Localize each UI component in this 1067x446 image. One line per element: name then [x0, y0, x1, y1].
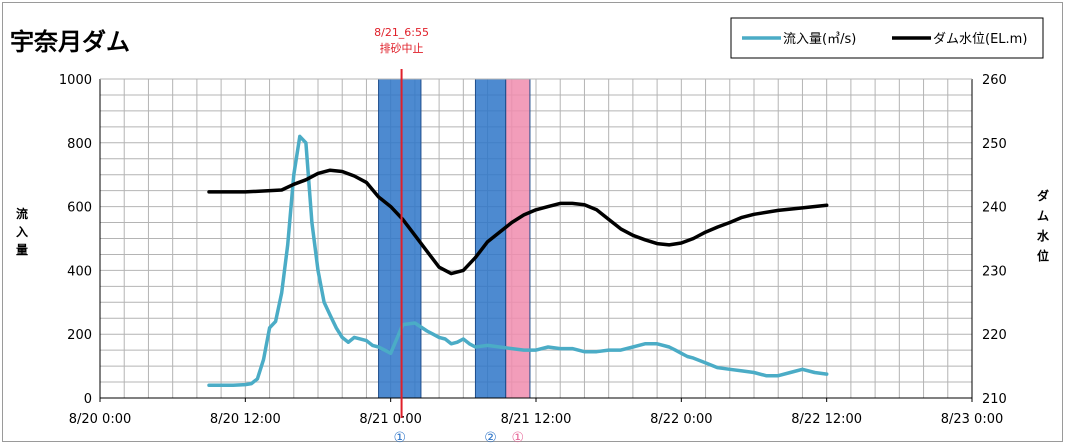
y-right-tick-label: 230: [982, 264, 1007, 279]
x-tick-label: 8/22 12:00: [791, 412, 862, 427]
y-left-tick-label: 200: [67, 328, 92, 343]
y-left-tick-label: 1000: [59, 73, 92, 88]
band-label-1: ①: [393, 430, 406, 446]
axis-layer: 8/20 0:00 8/20 12:00 8/21 0:00 8/21 12:00 8/…: [16, 73, 1050, 427]
vline-layer: 8/21_6:55 排砂中止: [374, 26, 429, 418]
y-left-axis-title-char: 入: [16, 225, 28, 239]
x-tick-label: 8/20 0:00: [69, 412, 132, 427]
legend-label-inflow: 流入量(㎥/s): [783, 32, 856, 47]
x-tick-label: 8/22 0:00: [650, 412, 713, 427]
y-left-axis-title-char: 量: [16, 243, 28, 257]
band-label-3: ①: [512, 430, 525, 446]
legend-label-water-level: ダム水位(EL.m): [933, 32, 1027, 47]
y-right-tick-label: 220: [982, 328, 1007, 343]
band-1: [378, 78, 422, 399]
y-left-axis-title-char: 流: [16, 206, 28, 221]
series-line-inflow: [207, 134, 829, 387]
y-right-tick-label: 260: [982, 73, 1007, 88]
series-line-water-level: [207, 168, 829, 276]
x-tick-label: 8/21 12:00: [501, 412, 572, 427]
legend: 流入量(㎥/s) ダム水位(EL.m): [730, 17, 1044, 59]
x-tick-label: 8/23 0:00: [941, 412, 1004, 427]
legend-box: [730, 17, 1044, 59]
x-tick-label: 8/21 0:00: [359, 412, 422, 427]
grid-layer: [99, 78, 973, 399]
series-layer: [207, 134, 829, 387]
x-tick-label: 8/20 12:00: [210, 412, 281, 427]
y-right-axis-title-char: ダ: [1037, 188, 1049, 203]
y-right-axis-title-char: ム: [1037, 209, 1049, 223]
stop-marker-label: 排砂中止: [380, 41, 424, 55]
band-label-2: ②: [484, 430, 497, 446]
chart-title: 宇奈月ダム: [10, 28, 130, 56]
y-right-tick-label: 240: [982, 201, 1007, 216]
y-right-axis-title-char: 水: [1037, 228, 1050, 243]
y-right-tick-label: 250: [982, 137, 1007, 152]
y-left-tick-label: 0: [84, 392, 92, 407]
y-left-tick-label: 600: [67, 201, 92, 216]
y-right-axis-title-char: 位: [1037, 248, 1049, 263]
band-3: [505, 78, 531, 399]
y-left-tick-label: 800: [67, 137, 92, 152]
y-left-tick-label: 400: [67, 264, 92, 279]
stop-marker-label: 8/21_6:55: [374, 26, 429, 39]
y-right-tick-label: 210: [982, 392, 1007, 407]
